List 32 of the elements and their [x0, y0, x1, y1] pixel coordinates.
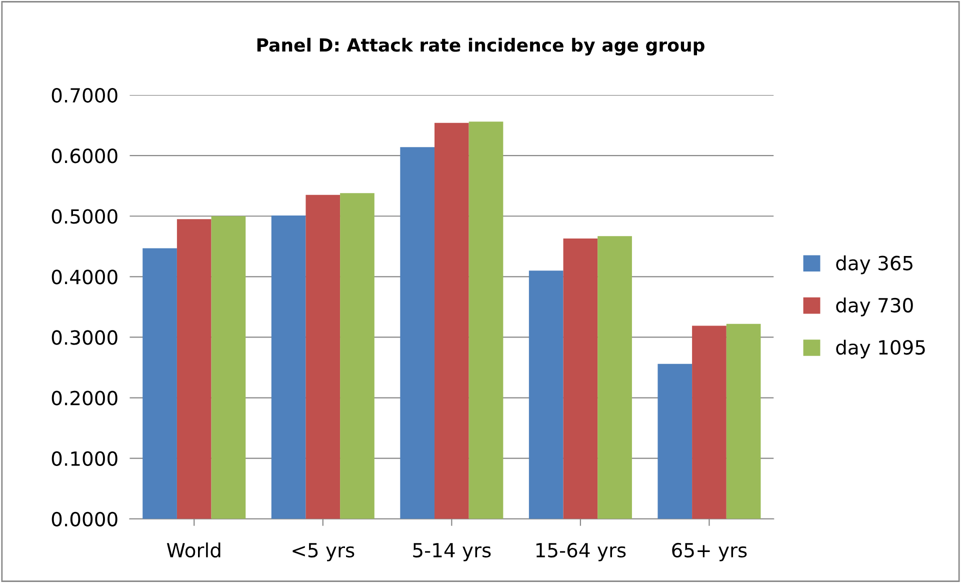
legend-label: day 730 — [836, 298, 913, 316]
bar — [434, 122, 469, 519]
bar — [658, 364, 692, 519]
y-tick-label: 0.6000 — [52, 148, 118, 164]
legend-label: day 1095 — [836, 340, 925, 359]
bar — [528, 270, 564, 519]
y-tick-label: 0.4000 — [52, 270, 118, 284]
x-tick-label: World — [166, 542, 220, 558]
bar — [306, 194, 340, 519]
bar — [400, 147, 434, 519]
x-tick-label: 65+ yrs — [672, 542, 747, 562]
x-tick-label: 5-14 yrs — [413, 543, 491, 562]
chart-title: Panel D: Attack rate incidence by age group — [257, 38, 704, 56]
bar — [211, 216, 246, 519]
x-tick-label: 15-64 yrs — [536, 542, 626, 562]
bar — [468, 122, 504, 519]
y-tick-label: 0.2000 — [52, 390, 118, 406]
y-tick-label: 0.1000 — [52, 451, 118, 466]
bar — [692, 326, 726, 519]
bar — [563, 238, 598, 519]
bar — [726, 324, 761, 519]
y-tick-label: 0.3000 — [52, 330, 118, 345]
bar — [176, 219, 212, 519]
bar — [598, 236, 632, 519]
y-tick-label: 0.5000 — [52, 209, 118, 224]
legend-label: day 365 — [836, 255, 912, 274]
bar — [271, 216, 306, 519]
y-tick-label: 0.0000 — [52, 512, 118, 527]
bar — [142, 248, 177, 519]
y-tick-label: 0.7000 — [52, 88, 118, 103]
x-tick-label: <5 yrs — [292, 543, 354, 562]
bar — [340, 193, 374, 519]
